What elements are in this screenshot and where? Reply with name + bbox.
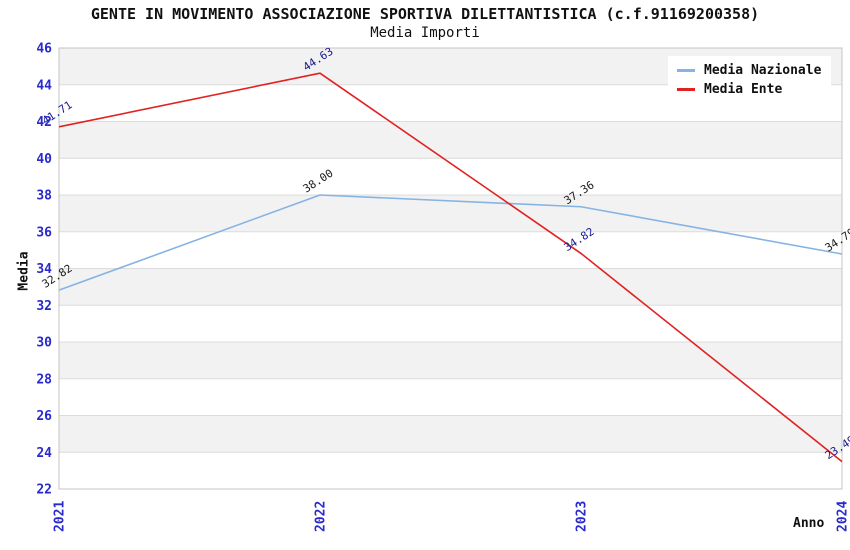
plot-band (59, 452, 842, 489)
plot-band (59, 121, 842, 159)
series-line-media-ente (58, 72, 843, 463)
plot-band (59, 378, 842, 416)
plot-band (59, 231, 842, 269)
y-tick-label: 46 (36, 42, 52, 57)
legend: Media Nazionale Media Ente (668, 56, 832, 105)
legend-item-media-nazionale: Media Nazionale (677, 61, 821, 80)
media-ente-line-swatch (677, 88, 695, 91)
y-tick-label: 38 (36, 189, 52, 204)
legend-item-media-ente: Media Ente (677, 80, 821, 99)
plot-band (59, 158, 842, 195)
y-tick-label: 44 (36, 78, 52, 93)
y-tick-label: 22 (36, 483, 52, 498)
y-tick-label: 24 (36, 446, 52, 461)
y-axis-title: Media (16, 251, 32, 291)
y-tick-label: 26 (36, 409, 52, 424)
plot-border (58, 47, 843, 490)
y-tick-label: 34 (36, 262, 52, 277)
y-tick-label: 30 (36, 336, 52, 351)
y-tick-label: 40 (36, 152, 52, 167)
legend-label-media-ente: Media Ente (704, 82, 783, 97)
y-tick-label: 28 (36, 372, 52, 387)
chart-subtitle: Media Importi (370, 25, 480, 41)
media-nazionale-line-swatch (677, 69, 695, 72)
y-tick-label: 36 (36, 225, 52, 240)
legend-label-media-nazionale: Media Nazionale (704, 63, 822, 78)
x-tick-label: 2024 (836, 501, 850, 532)
plot-band (59, 268, 842, 306)
y-tick-label: 32 (36, 299, 52, 314)
series-line-media-nazionale (58, 194, 843, 291)
plot-band (59, 305, 842, 342)
x-axis-title: Anno (793, 516, 825, 531)
y-tick-label: 42 (36, 115, 52, 130)
x-tick-label: 2021 (53, 501, 68, 532)
plot-band (59, 415, 842, 453)
chart-title: GENTE IN MOVIMENTO ASSOCIAZIONE SPORTIVA… (90, 5, 760, 23)
plot-band (59, 342, 842, 379)
x-tick-label: 2023 (575, 501, 590, 532)
x-tick-label: 2022 (314, 501, 329, 532)
